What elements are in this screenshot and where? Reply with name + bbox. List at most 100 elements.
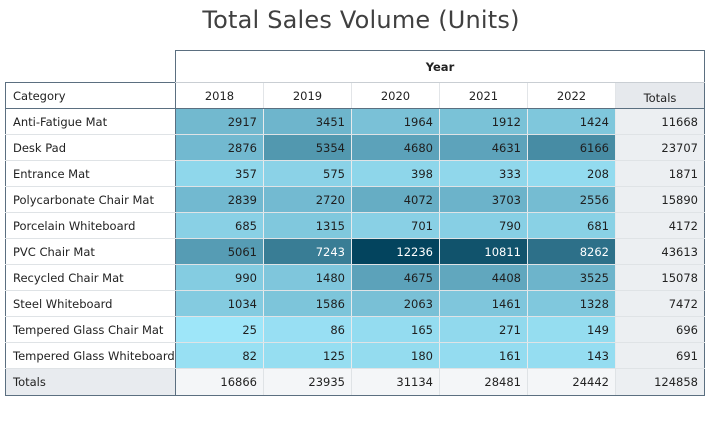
value-cell: 701 — [351, 212, 440, 239]
table-row: Steel Whiteboard 1034 1586 2063 1461 1328 7472 — [5, 290, 705, 317]
row-total-cell: 4172 — [615, 212, 705, 239]
value-cell: 125 — [263, 342, 352, 369]
category-label: Steel Whiteboard — [5, 290, 176, 317]
totals-column-header: Totals — [615, 82, 705, 109]
value-cell: 4675 — [351, 264, 440, 291]
value-cell: 1328 — [527, 290, 616, 317]
value-cell: 208 — [527, 160, 616, 187]
category-label: Anti-Fatigue Mat — [5, 108, 176, 135]
value-cell: 6166 — [527, 134, 616, 161]
corner-blank — [6, 51, 176, 83]
column-total-cell: 24442 — [527, 368, 616, 396]
value-cell: 990 — [175, 264, 264, 291]
year-header-2020: 2020 — [351, 82, 440, 109]
value-cell: 3703 — [439, 186, 528, 213]
value-cell: 1964 — [351, 108, 440, 135]
value-cell: 25 — [175, 316, 264, 343]
value-cell: 271 — [439, 316, 528, 343]
value-cell: 149 — [527, 316, 616, 343]
pivot-table: Year Category 2018 2019 2020 2021 2022 Totals… — [5, 50, 705, 396]
value-cell: 10811 — [439, 238, 528, 265]
value-cell: 1480 — [263, 264, 352, 291]
value-cell: 4072 — [351, 186, 440, 213]
table-row: Polycarbonate Chair Mat 2839 2720 4072 3703 2… — [5, 186, 705, 213]
value-cell: 8262 — [527, 238, 616, 265]
value-cell: 790 — [439, 212, 528, 239]
value-cell: 3525 — [527, 264, 616, 291]
value-cell: 5061 — [175, 238, 264, 265]
year-header-row: Year — [6, 50, 705, 83]
row-total-cell: 23707 — [615, 134, 705, 161]
value-cell: 685 — [175, 212, 264, 239]
year-group-header: Year — [175, 50, 705, 83]
year-header-2021: 2021 — [439, 82, 528, 109]
value-cell: 3451 — [263, 108, 352, 135]
column-total-cell: 23935 — [263, 368, 352, 396]
year-header-2018: 2018 — [175, 82, 264, 109]
category-label: Polycarbonate Chair Mat — [5, 186, 176, 213]
category-header: Category — [5, 82, 176, 109]
category-label: Tempered Glass Chair Mat — [5, 316, 176, 343]
value-cell: 1461 — [439, 290, 528, 317]
category-label: Entrance Mat — [5, 160, 176, 187]
column-total-cell: 16866 — [175, 368, 264, 396]
chart-title: Total Sales Volume (Units) — [202, 6, 520, 34]
value-cell: 1034 — [175, 290, 264, 317]
value-cell: 1424 — [527, 108, 616, 135]
value-cell: 1912 — [439, 108, 528, 135]
value-cell: 2839 — [175, 186, 264, 213]
value-cell: 86 — [263, 316, 352, 343]
value-cell: 2720 — [263, 186, 352, 213]
value-cell: 2876 — [175, 134, 264, 161]
value-cell: 2917 — [175, 108, 264, 135]
value-cell: 333 — [439, 160, 528, 187]
category-label: Tempered Glass Whiteboard — [5, 342, 176, 369]
table-row: PVC Chair Mat 5061 7243 12236 10811 8262 43613 — [5, 238, 705, 265]
row-total-cell: 1871 — [615, 160, 705, 187]
value-cell: 1315 — [263, 212, 352, 239]
value-cell: 681 — [527, 212, 616, 239]
category-label: Porcelain Whiteboard — [5, 212, 176, 239]
row-total-cell: 43613 — [615, 238, 705, 265]
grand-total-cell: 124858 — [615, 368, 705, 396]
value-cell: 2556 — [527, 186, 616, 213]
category-label: PVC Chair Mat — [5, 238, 176, 265]
value-cell: 4680 — [351, 134, 440, 161]
value-cell: 357 — [175, 160, 264, 187]
table-row: Anti-Fatigue Mat 2917 3451 1964 1912 1424 1166… — [5, 108, 705, 135]
row-total-cell: 15890 — [615, 186, 705, 213]
column-total-cell: 28481 — [439, 368, 528, 396]
table-row: Porcelain Whiteboard 685 1315 701 790 681 4172 — [5, 212, 705, 239]
column-header-row: Category 2018 2019 2020 2021 2022 Totals — [5, 82, 705, 109]
row-total-cell: 7472 — [615, 290, 705, 317]
table-row: Entrance Mat 357 575 398 333 208 1871 — [5, 160, 705, 187]
category-label: Recycled Chair Mat — [5, 264, 176, 291]
year-header-2022: 2022 — [527, 82, 616, 109]
row-total-cell: 696 — [615, 316, 705, 343]
table-row: Desk Pad 2876 5354 4680 4631 6166 23707 — [5, 134, 705, 161]
row-total-cell: 691 — [615, 342, 705, 369]
table-row: Recycled Chair Mat 990 1480 4675 4408 3525 150… — [5, 264, 705, 291]
totals-row: Totals 16866 23935 31134 28481 24442 124858 — [5, 368, 705, 396]
row-total-cell: 11668 — [615, 108, 705, 135]
value-cell: 4631 — [439, 134, 528, 161]
value-cell: 143 — [527, 342, 616, 369]
row-total-cell: 15078 — [615, 264, 705, 291]
value-cell: 1586 — [263, 290, 352, 317]
value-cell: 161 — [439, 342, 528, 369]
value-cell: 575 — [263, 160, 352, 187]
value-cell: 398 — [351, 160, 440, 187]
year-header-2019: 2019 — [263, 82, 352, 109]
value-cell: 165 — [351, 316, 440, 343]
value-cell: 4408 — [439, 264, 528, 291]
value-cell: 7243 — [263, 238, 352, 265]
value-cell: 2063 — [351, 290, 440, 317]
column-total-cell: 31134 — [351, 368, 440, 396]
value-cell: 12236 — [351, 238, 440, 265]
table-row: Tempered Glass Chair Mat 25 86 165 271 149 696 — [5, 316, 705, 343]
table-row: Tempered Glass Whiteboard 82 125 180 161 143 6… — [5, 342, 705, 369]
value-cell: 5354 — [263, 134, 352, 161]
totals-row-label: Totals — [5, 368, 176, 396]
value-cell: 180 — [351, 342, 440, 369]
category-label: Desk Pad — [5, 134, 176, 161]
